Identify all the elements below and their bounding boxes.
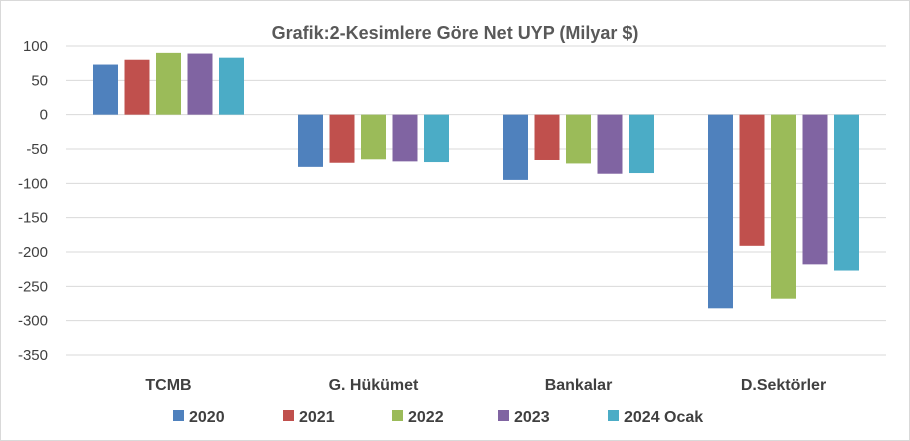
y-tick-label: -50 (26, 141, 48, 158)
y-tick-label: 100 (23, 38, 48, 55)
category-labels: TCMB G. Hükümet Bankalar D.Sektörler (145, 377, 826, 394)
chart-title: Grafik:2-Kesimlere Göre Net UYP (Milyar … (272, 23, 639, 43)
bar-0-1 (124, 59, 150, 115)
bar-3-3 (802, 114, 828, 265)
y-tick-label: -200 (18, 244, 48, 261)
category-label: G. Hükümet (329, 377, 419, 394)
bar-1-1 (329, 114, 355, 163)
bar-1-3 (392, 114, 418, 162)
category-label: D.Sektörler (741, 377, 826, 394)
bar-1-0 (298, 114, 323, 167)
y-axis-ticks: 100 50 0 -50 -100 -150 -200 -250 -300 -350 (18, 38, 48, 364)
y-tick-label: 50 (31, 72, 48, 89)
bar-0-4 (219, 57, 244, 115)
legend-swatch (283, 410, 294, 421)
legend-label: 2023 (514, 409, 550, 426)
bar-1-2 (361, 114, 386, 160)
legend-label: 2024 Ocak (624, 409, 703, 426)
y-tick-label: -300 (18, 313, 48, 330)
y-tick-label: 0 (40, 107, 48, 124)
bar-2-3 (597, 114, 623, 174)
y-tick-label: -150 (18, 210, 48, 227)
bar-2-4 (629, 114, 654, 174)
bar-3-4 (834, 114, 859, 271)
legend-swatch (498, 410, 509, 421)
legend-swatch (392, 410, 403, 421)
bar-2-2 (566, 114, 591, 164)
legend-swatch (608, 410, 619, 421)
legend-label: 2022 (408, 409, 444, 426)
bar-0-0 (93, 64, 118, 115)
y-tick-label: -100 (18, 175, 48, 192)
bar-2-1 (534, 114, 560, 160)
legend-label: 2020 (189, 409, 225, 426)
bar-2-0 (503, 114, 528, 180)
y-tick-label: -250 (18, 278, 48, 295)
bar-3-1 (739, 114, 765, 246)
bar-1-4 (424, 114, 449, 163)
legend-label: 2021 (299, 409, 335, 426)
bar-0-2 (156, 52, 181, 115)
bars (93, 52, 859, 309)
legend-swatch (173, 410, 184, 421)
bar-3-0 (708, 114, 733, 309)
category-label: TCMB (145, 377, 191, 394)
bar-3-2 (771, 114, 796, 299)
y-tick-label: -350 (18, 347, 48, 364)
bar-0-3 (187, 53, 213, 115)
legend: 2020 2021 2022 2023 2024 Ocak (173, 409, 703, 426)
category-label: Bankalar (545, 377, 613, 394)
